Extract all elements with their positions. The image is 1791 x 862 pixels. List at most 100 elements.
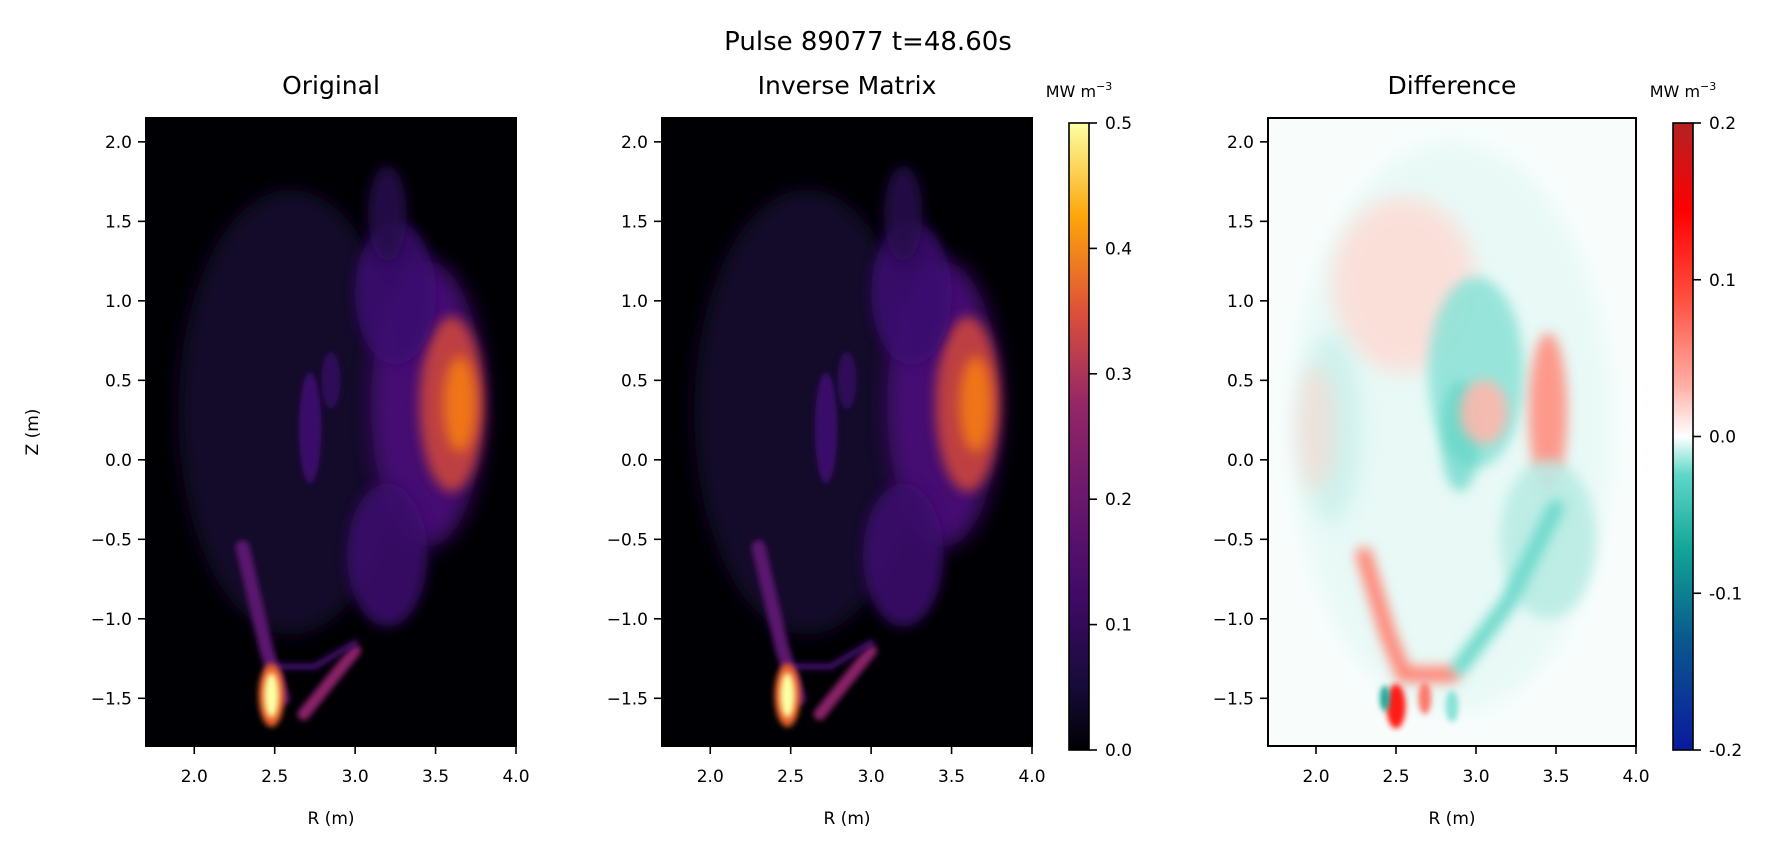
colorbar-scale bbox=[1672, 122, 1694, 751]
heatmap-image bbox=[146, 118, 516, 746]
axes-frame bbox=[661, 117, 1033, 747]
figure-title: Pulse 89077 t=48.60s bbox=[724, 27, 1012, 57]
colorbar-tick-label: 0.1 bbox=[1105, 616, 1132, 636]
x-tick-label: 3.0 bbox=[342, 767, 369, 787]
panel-3: Difference 2.0 2.5 3.0 3.5 4.0 2.0 1.5 1.0 0.5 0.0… bbox=[1213, 71, 1742, 829]
y-tick-label: 0.0 bbox=[1227, 451, 1254, 471]
y-tick-label: 1.0 bbox=[105, 292, 132, 312]
emission-feature bbox=[863, 483, 944, 627]
y-tick-label: −1.5 bbox=[1213, 689, 1254, 709]
axes-frame bbox=[1267, 117, 1637, 747]
x-tick-label: 3.5 bbox=[938, 767, 965, 787]
y-tick-label: −1.0 bbox=[91, 610, 132, 630]
colorbar-label-exponent: −3 bbox=[1096, 80, 1112, 93]
emission-feature bbox=[178, 189, 404, 635]
y-tick-label: 1.0 bbox=[1227, 292, 1254, 312]
colorbar-label-exponent: −3 bbox=[1700, 80, 1716, 93]
y-tick-label: 1.5 bbox=[105, 212, 132, 232]
y-tick-label: 2.0 bbox=[105, 133, 132, 153]
y-tick-label: −0.5 bbox=[91, 530, 132, 550]
x-tick-label: 3.5 bbox=[422, 767, 449, 787]
y-tick-label: −0.5 bbox=[1213, 530, 1254, 550]
colorbar-tick-label: 0.4 bbox=[1105, 239, 1132, 259]
emission-feature bbox=[264, 672, 279, 718]
y-tick-label: 2.0 bbox=[1227, 133, 1254, 153]
emission-feature bbox=[271, 639, 359, 670]
x-tick-label: 4.0 bbox=[1018, 767, 1045, 787]
emission-feature bbox=[297, 644, 362, 721]
panel-title: Difference bbox=[1388, 71, 1517, 100]
emission-feature bbox=[1445, 690, 1459, 723]
heatmap-image bbox=[1268, 118, 1636, 746]
emission-feature bbox=[1418, 682, 1432, 715]
colorbar-label: MW m−3 bbox=[1650, 80, 1717, 101]
panel-1: Original 2.0 2.5 3.0 3.5 4.0 2.0 1.5 1.0 0.5 0.0 −0… bbox=[23, 71, 530, 829]
emission-feature bbox=[443, 356, 476, 452]
x-tick-label: 2.0 bbox=[1302, 767, 1329, 787]
colorbar-tick-label: 0.2 bbox=[1105, 490, 1132, 510]
emission-feature bbox=[1452, 499, 1564, 675]
axes-frame bbox=[145, 117, 517, 747]
colorbar-tick-label: -0.2 bbox=[1709, 741, 1742, 761]
emission-feature bbox=[1386, 683, 1406, 729]
y-tick-label: −1.5 bbox=[91, 689, 132, 709]
y-tick-label: 0.0 bbox=[621, 451, 648, 471]
heatmap-image bbox=[662, 118, 1032, 746]
y-tick-label: −1.0 bbox=[1213, 610, 1254, 630]
panel-title: Inverse Matrix bbox=[758, 71, 937, 100]
colorbar-tick-label: 0.1 bbox=[1709, 271, 1736, 291]
emission-feature bbox=[837, 351, 857, 409]
colorbar-label: MW m−3 bbox=[1046, 80, 1113, 101]
emission-feature bbox=[871, 221, 952, 365]
emission-feature bbox=[1356, 547, 1460, 683]
colorbar-tick-label: 0.0 bbox=[1709, 428, 1736, 448]
y-tick-label: 1.5 bbox=[1227, 212, 1254, 232]
emission-feature bbox=[1460, 380, 1508, 444]
y-tick-label: −0.5 bbox=[607, 530, 648, 550]
y-tick-label: 1.5 bbox=[621, 212, 648, 232]
x-tick-label: 2.5 bbox=[261, 767, 288, 787]
colorbar: MW m−3 0.2 0.1 0.0 -0.1 -0.2 bbox=[1650, 80, 1742, 761]
colorbar-scale bbox=[1068, 122, 1090, 751]
colorbar-tick-label: -0.1 bbox=[1709, 584, 1742, 604]
x-tick-label: 4.0 bbox=[1622, 767, 1649, 787]
emission-feature bbox=[347, 483, 428, 627]
y-tick-label: 2.0 bbox=[621, 133, 648, 153]
x-axis-label: R (m) bbox=[1428, 809, 1475, 829]
y-tick-label: 0.5 bbox=[105, 371, 132, 391]
x-tick-label: 2.0 bbox=[697, 767, 724, 787]
colorbar: MW m−3 0.5 0.4 0.3 0.2 0.1 0.0 bbox=[1046, 80, 1132, 761]
emission-feature bbox=[814, 372, 838, 484]
x-tick-label: 2.5 bbox=[777, 767, 804, 787]
x-axis-label: R (m) bbox=[823, 809, 870, 829]
panel-title: Original bbox=[282, 71, 380, 100]
y-tick-label: 0.5 bbox=[621, 371, 648, 391]
y-tick-label: 0.0 bbox=[105, 451, 132, 471]
emission-feature bbox=[813, 644, 878, 721]
colorbar-tick-label: 0.0 bbox=[1105, 741, 1132, 761]
emission-feature bbox=[780, 672, 795, 718]
emission-feature bbox=[959, 356, 992, 452]
emission-feature bbox=[321, 351, 341, 409]
x-tick-label: 3.5 bbox=[1542, 767, 1569, 787]
y-tick-label: −1.0 bbox=[607, 610, 648, 630]
y-tick-label: 1.0 bbox=[621, 292, 648, 312]
emission-feature bbox=[355, 221, 436, 365]
y-tick-label: 0.5 bbox=[1227, 371, 1254, 391]
emission-feature bbox=[884, 165, 923, 262]
x-tick-label: 4.0 bbox=[502, 767, 529, 787]
emission-feature bbox=[368, 165, 407, 262]
emission-feature bbox=[1528, 332, 1568, 492]
colorbar-tick-label: 0.3 bbox=[1105, 365, 1132, 385]
x-axis-label: R (m) bbox=[307, 809, 354, 829]
x-tick-label: 3.0 bbox=[1462, 767, 1489, 787]
y-axis-label: Z (m) bbox=[23, 409, 43, 456]
x-tick-label: 2.5 bbox=[1382, 767, 1409, 787]
emission-feature bbox=[298, 372, 322, 484]
emission-feature bbox=[787, 639, 875, 670]
colorbar-tick-label: 0.5 bbox=[1105, 114, 1132, 134]
emission-feature bbox=[1380, 685, 1390, 712]
x-tick-label: 3.0 bbox=[858, 767, 885, 787]
panel-2: Inverse Matrix 2.0 2.5 3.0 3.5 4.0 2.0 1.5 1.0 0.… bbox=[607, 71, 1132, 829]
